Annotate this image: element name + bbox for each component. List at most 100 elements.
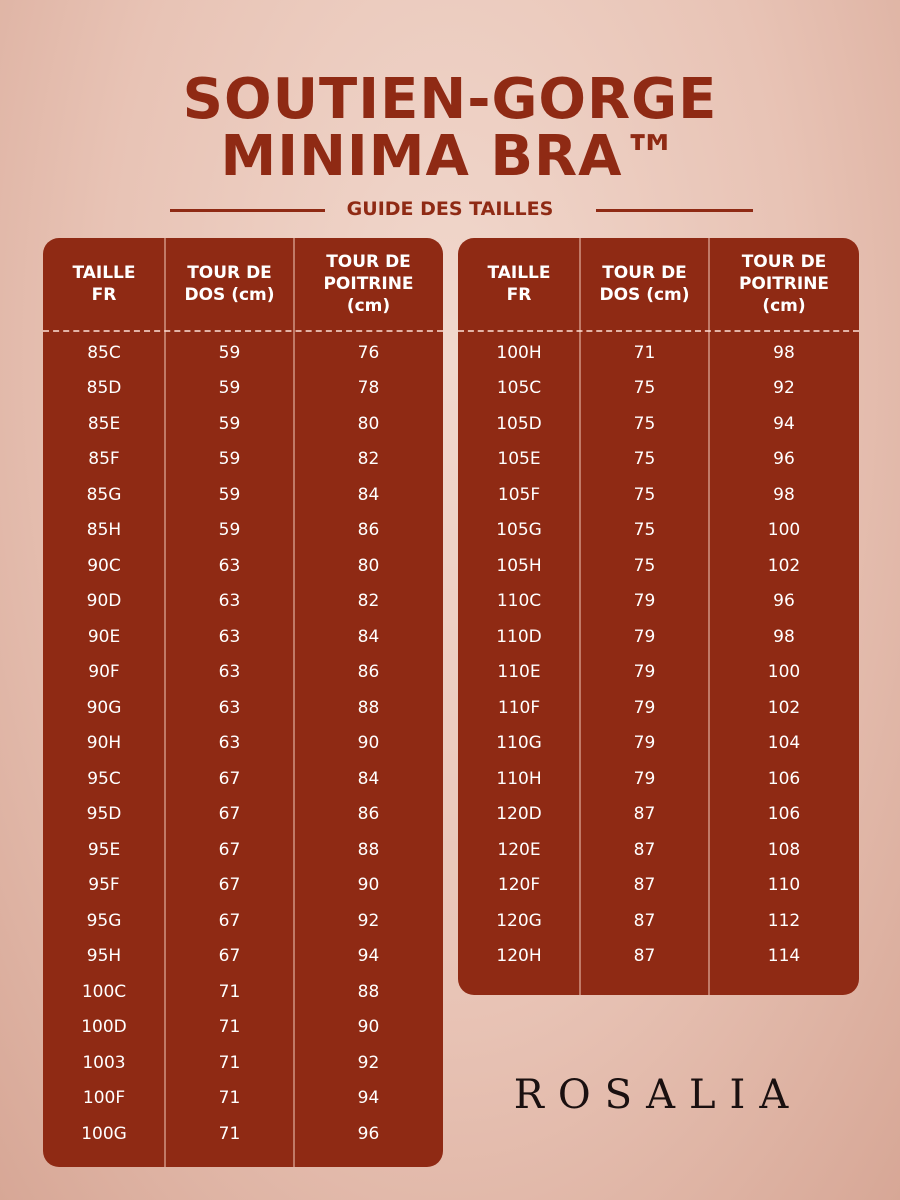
bust-cell: 106 (767, 804, 801, 825)
size-cell: 100H (496, 342, 542, 363)
bust-cell: 106 (767, 768, 801, 789)
bust-cell: 102 (767, 555, 801, 576)
band-cell: 67 (218, 946, 241, 967)
band-cell: 75 (633, 520, 656, 541)
bust-cell: 84 (357, 768, 380, 789)
bust-cell: 80 (357, 555, 380, 576)
size-cell: 100D (81, 1017, 127, 1038)
bust-cell: 100 (767, 662, 801, 683)
band-cell: 87 (633, 875, 656, 896)
table-row: 110D 79 98 (458, 619, 859, 655)
bust-cell: 114 (767, 946, 801, 967)
size-cell: 90E (87, 626, 121, 647)
bust-cell: 94 (357, 946, 380, 967)
bust-cell: 98 (773, 342, 795, 363)
table-row: 120E 87 108 (458, 832, 859, 868)
table-row: 95E 67 88 (43, 832, 443, 868)
band-cell: 63 (218, 591, 241, 612)
size-cell: 90G (86, 697, 122, 718)
table-header: TAILLE FR TOUR DE DOS (cm) TOUR DE POITRIN… (458, 238, 859, 332)
bust-cell: 80 (357, 413, 380, 434)
size-cell: 110F (497, 697, 541, 718)
band-cell: 71 (218, 1088, 241, 1109)
band-cell: 67 (218, 768, 241, 789)
table-row: 90G 63 88 (43, 690, 443, 726)
table-row: 90E 63 84 (43, 619, 443, 655)
table-row: 100G 71 96 (43, 1116, 443, 1152)
size-cell: 95E (87, 839, 121, 860)
bust-cell: 100 (767, 520, 801, 541)
size-cell: 120H (496, 946, 542, 967)
table-row: 85E 59 80 (43, 406, 443, 442)
column-header: TOUR DE POITRINE (cm) (323, 252, 414, 316)
band-cell: 71 (218, 1017, 241, 1038)
band-cell: 71 (218, 1123, 241, 1144)
table-row: 1003 71 92 (43, 1045, 443, 1081)
table-row: 100C 71 88 (43, 974, 443, 1010)
size-cell: 110H (496, 768, 542, 789)
size-cell: 110E (497, 662, 541, 683)
column-header: TOUR DE DOS (cm) (599, 263, 690, 305)
table-row: 90F 63 86 (43, 655, 443, 691)
size-cell: 85G (86, 484, 122, 505)
table-row: 85F 59 82 (43, 442, 443, 478)
size-cell: 85D (86, 378, 122, 399)
title-line-2: MINIMA BRA™ (220, 124, 680, 189)
size-cell: 105G (496, 520, 542, 541)
size-cell: 110D (496, 626, 542, 647)
bust-cell: 84 (357, 626, 380, 647)
bust-cell: 102 (767, 697, 801, 718)
size-cell: 100G (81, 1123, 127, 1144)
band-cell: 87 (633, 910, 656, 931)
table-row: 105G 75 100 (458, 513, 859, 549)
band-cell: 75 (633, 378, 656, 399)
band-cell: 59 (218, 484, 241, 505)
subtitle-rule-right (596, 209, 753, 212)
band-cell: 59 (218, 342, 241, 363)
table-row: 110C 79 96 (458, 584, 859, 620)
size-cell: 110C (496, 591, 542, 612)
bust-cell: 90 (357, 875, 380, 896)
bust-cell: 86 (357, 520, 380, 541)
bust-cell: 96 (773, 591, 795, 612)
bust-cell: 108 (767, 839, 801, 860)
size-cell: 90C (87, 555, 121, 576)
table-body: 100H 71 98 105C 75 92 105D 75 94 105E 75 96 105F 75 98… (458, 335, 859, 974)
table-row: 110E 79 100 (458, 655, 859, 691)
size-cell: 95F (88, 875, 120, 896)
table-row: 90H 63 90 (43, 726, 443, 762)
table-body: 85C 59 76 85D 59 78 85E 59 80 85F 59 82 85G 59 84 85H 59… (43, 335, 443, 1152)
size-cell: 85C (87, 342, 121, 363)
table-row: 120G 87 112 (458, 903, 859, 939)
size-cell: 120D (496, 804, 542, 825)
bust-cell: 82 (357, 591, 380, 612)
band-cell: 63 (218, 662, 241, 683)
bust-cell: 90 (357, 1017, 380, 1038)
band-cell: 79 (633, 697, 656, 718)
table-row: 110G 79 104 (458, 726, 859, 762)
bust-cell: 104 (767, 733, 801, 754)
table-row: 95G 67 92 (43, 903, 443, 939)
bust-cell: 94 (357, 1088, 380, 1109)
table-row: 95C 67 84 (43, 761, 443, 797)
size-cell: 100F (82, 1088, 126, 1109)
subtitle-rule-left (170, 209, 325, 212)
band-cell: 79 (633, 768, 656, 789)
size-cell: 90F (88, 662, 120, 683)
table-row: 85H 59 86 (43, 513, 443, 549)
table-row: 105E 75 96 (458, 442, 859, 478)
table-row: 105C 75 92 (458, 371, 859, 407)
column-divider (708, 238, 710, 995)
bust-cell: 86 (357, 804, 380, 825)
size-cell: 95C (87, 768, 121, 789)
bust-cell: 88 (357, 697, 380, 718)
table-row: 110H 79 106 (458, 761, 859, 797)
size-cell: 120E (497, 839, 541, 860)
band-cell: 75 (633, 413, 656, 434)
size-cell: 120F (497, 875, 541, 896)
bust-cell: 76 (357, 342, 380, 363)
table-row: 105H 75 102 (458, 548, 859, 584)
bust-cell: 88 (357, 981, 380, 1002)
band-cell: 79 (633, 733, 656, 754)
table-row: 95F 67 90 (43, 868, 443, 904)
